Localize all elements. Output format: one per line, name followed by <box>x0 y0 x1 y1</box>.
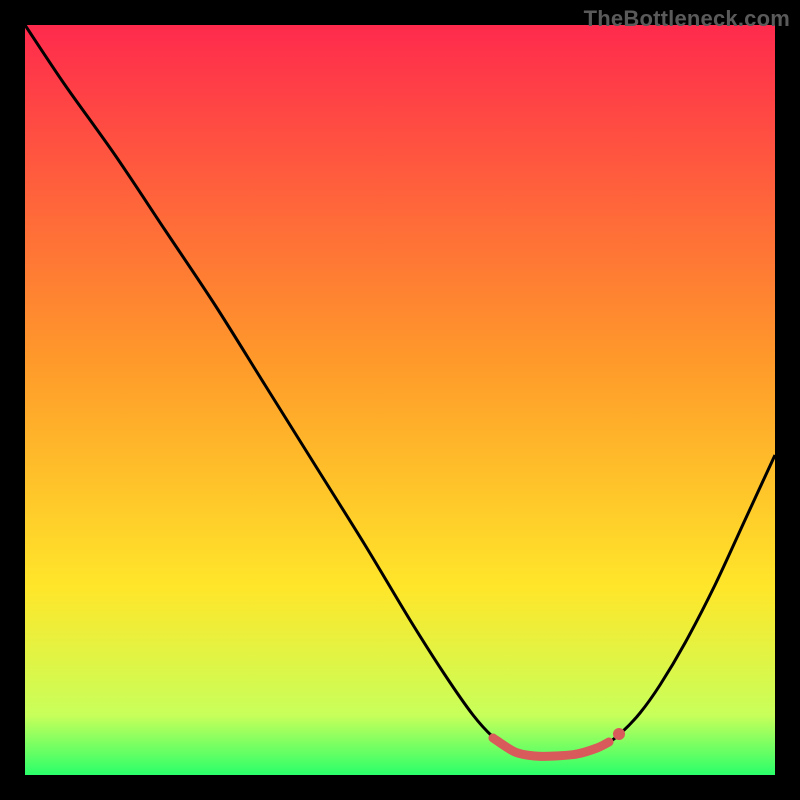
plot-area <box>25 25 775 775</box>
main-curve-line <box>25 25 775 757</box>
flat-segment-highlight <box>493 738 609 756</box>
watermark-text: TheBottleneck.com <box>584 6 790 32</box>
chart-frame: TheBottleneck.com <box>0 0 800 800</box>
flat-segment-dot <box>613 728 625 740</box>
plot-svg <box>25 25 775 775</box>
